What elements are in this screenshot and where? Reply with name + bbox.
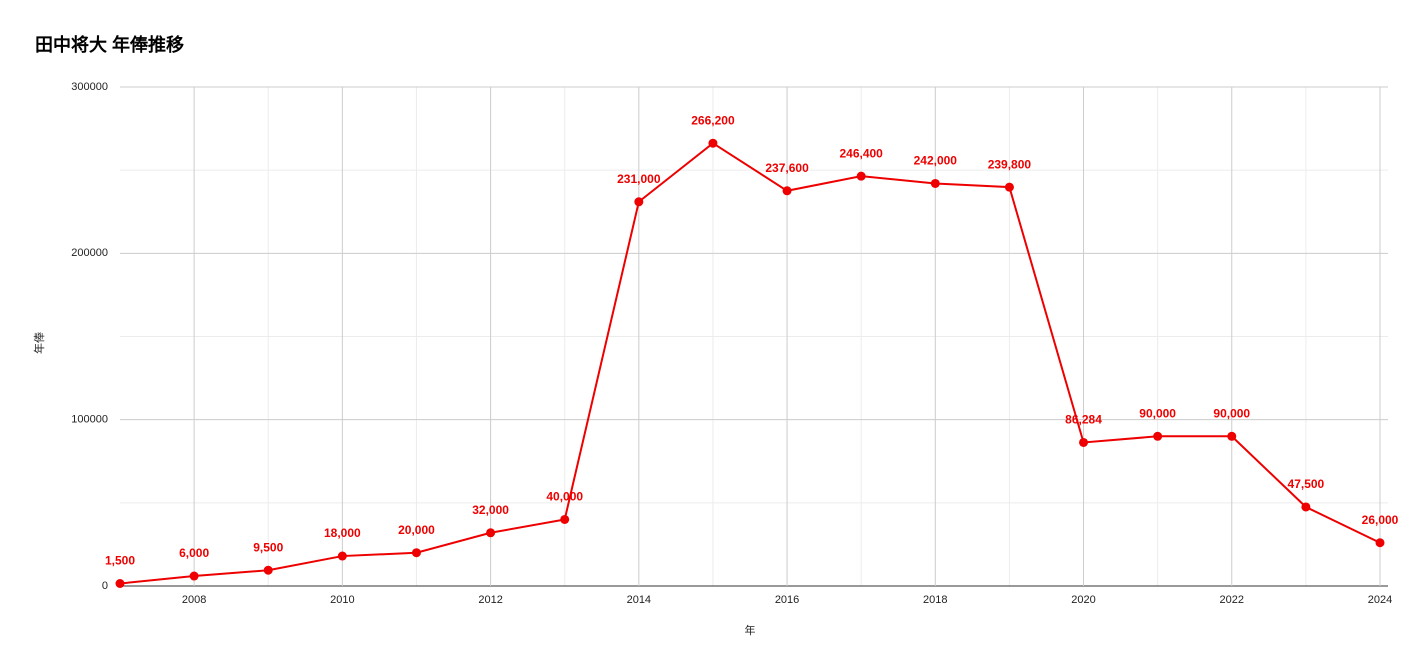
y-tick-label: 200000 [71, 247, 108, 259]
point [1301, 502, 1311, 512]
x-axis-label: 年 [745, 623, 756, 637]
point [782, 186, 792, 196]
x-tick-label: 2016 [775, 594, 799, 606]
point [634, 197, 644, 207]
data-label: 47,500 [1288, 477, 1325, 491]
data-label: 1,500 [105, 554, 135, 568]
chart-title: 田中将大 年俸推移 [35, 34, 184, 55]
x-tick-label: 2014 [627, 594, 651, 606]
point [411, 548, 421, 558]
point [1227, 431, 1237, 441]
point [189, 571, 199, 581]
data-label: 9,500 [253, 540, 283, 554]
point [115, 579, 125, 589]
data-label: 239,800 [988, 157, 1032, 171]
data-label: 86,284 [1065, 413, 1102, 427]
x-tick-label: 2012 [478, 594, 502, 606]
y-axis-label: 年俸 [32, 332, 46, 354]
data-label: 246,400 [839, 146, 883, 160]
data-label: 26,000 [1362, 513, 1399, 527]
x-tick-label: 2020 [1071, 594, 1095, 606]
point [1079, 437, 1089, 447]
data-label: 90,000 [1213, 406, 1250, 420]
x-tick-label: 2024 [1368, 594, 1392, 606]
y-tick-label: 0 [102, 580, 108, 592]
data-label: 231,000 [617, 172, 661, 186]
data-label: 90,000 [1139, 406, 1176, 420]
point [708, 138, 718, 148]
point [930, 178, 940, 188]
y-tick-label: 300000 [71, 81, 108, 93]
x-tick-label: 2022 [1220, 594, 1244, 606]
data-label: 242,000 [914, 154, 958, 168]
point [263, 565, 273, 575]
point [560, 514, 570, 524]
data-label: 237,600 [765, 161, 809, 175]
point [337, 551, 347, 561]
x-tick-label: 2008 [182, 594, 206, 606]
data-label: 32,000 [472, 503, 509, 517]
point [486, 528, 496, 538]
data-label: 40,000 [546, 490, 583, 504]
y-tick-label: 100000 [71, 414, 108, 426]
point [1004, 182, 1014, 192]
data-label: 266,200 [691, 113, 735, 127]
point [856, 171, 866, 181]
line [119, 141, 1381, 585]
x-tick-label: 2018 [923, 594, 947, 606]
data-label: 6,000 [179, 546, 209, 560]
data-label: 18,000 [324, 526, 361, 540]
x-tick-label: 2010 [330, 594, 354, 606]
data-label: 20,000 [398, 523, 435, 537]
point [1153, 431, 1163, 441]
point [1375, 538, 1385, 548]
